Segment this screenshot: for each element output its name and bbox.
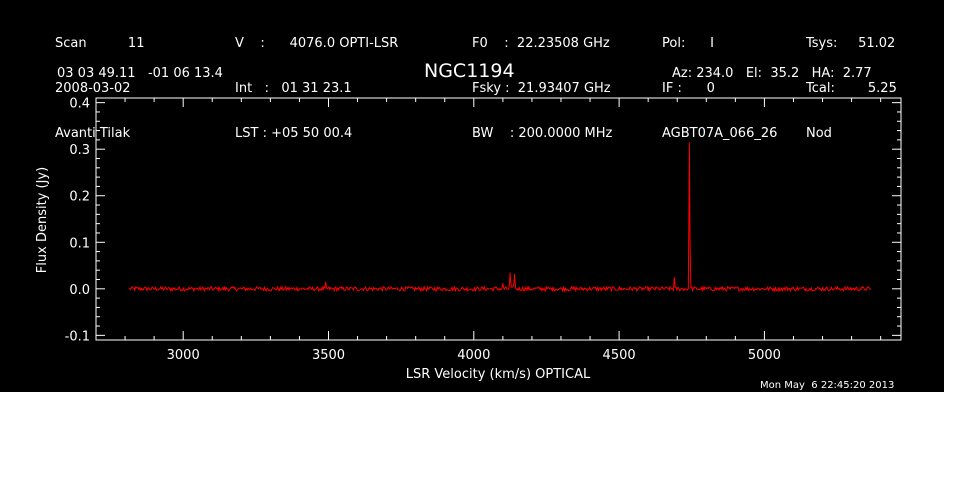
if-line: IF : 0 <box>662 81 715 96</box>
header-col-scan: Scan 11 2008-03-02 Avanti Tilak <box>55 6 144 171</box>
axis-ticks <box>96 98 901 340</box>
f0-line: F0 : 22.23508 GHz <box>472 36 610 51</box>
az-el-ha: Az: 234.0 El: 35.2 HA: 2.77 <box>672 66 872 81</box>
procedure-line: Nod <box>806 126 832 141</box>
tcal-line: Tcal: 5.25 <box>806 81 897 96</box>
int-line: Int : 01 31 23.1 <box>235 81 352 96</box>
bw-line: BW : 200.0000 MHz <box>472 126 613 141</box>
y-axis-label: Flux Density (Jy) <box>35 167 50 273</box>
velocity-line: V : 4076.0 OPTI-LSR <box>235 36 399 51</box>
date-line: 2008-03-02 <box>55 81 131 96</box>
header-col-frequency: F0 : 22.23508 GHz Fsky : 21.93407 GHz BW… <box>472 6 612 171</box>
x-tick-label: 5000 <box>748 348 781 363</box>
x-tick-label: 4000 <box>457 348 490 363</box>
plot-panel: Scan 11 2008-03-02 Avanti Tilak V : 4076… <box>0 0 944 392</box>
lst-line: LST : +05 50 00.4 <box>235 126 353 141</box>
header-col-velocity: V : 4076.0 OPTI-LSR Int : 01 31 23.1 LST… <box>235 6 398 171</box>
project-line: AGBT07A_066_26 <box>662 126 778 141</box>
y-tick-label: 0.2 <box>69 190 90 205</box>
spectrum-chart: 3000 3500 4000 4500 5000 -0.1 0.0 0.1 0.2 0.3 0.4… <box>35 97 902 382</box>
x-tick-label: 4500 <box>603 348 636 363</box>
plot-frame <box>95 97 902 341</box>
scan-line: Scan 11 <box>55 36 145 51</box>
x-tick-label: 3000 <box>167 348 200 363</box>
fsky-line: Fsky : 21.93407 GHz <box>472 81 611 96</box>
source-title: NGC1194 <box>424 60 515 82</box>
y-tick-labels: -0.1 0.0 0.1 0.2 0.3 0.4 <box>65 97 90 345</box>
x-tick-labels: 3000 3500 4000 4500 5000 <box>167 348 781 363</box>
tsys-line: Tsys: 51.02 <box>806 36 896 51</box>
timestamp: Mon May 6 22:45:20 2013 <box>760 380 895 391</box>
y-tick-label: 0.0 <box>69 283 90 298</box>
x-tick-label: 3500 <box>312 348 345 363</box>
observer-line: Avanti Tilak <box>55 126 131 141</box>
spectrum-series-line <box>128 142 871 293</box>
y-tick-label: 0.4 <box>69 97 90 112</box>
y-tick-label: -0.1 <box>65 329 90 344</box>
header-col-tsys: Tsys: 51.02 Tcal: 5.25 Nod <box>806 6 897 171</box>
y-tick-label: 0.3 <box>69 143 90 158</box>
pol-line: Pol: I <box>662 36 714 51</box>
x-axis-label: LSR Velocity (km/s) OPTICAL <box>406 367 591 382</box>
y-tick-label: 0.1 <box>69 236 90 251</box>
coordinates: 03 03 49.11 -01 06 13.4 <box>57 66 223 81</box>
header-col-pol: Pol: I IF : 0 AGBT07A_066_26 <box>662 6 777 171</box>
